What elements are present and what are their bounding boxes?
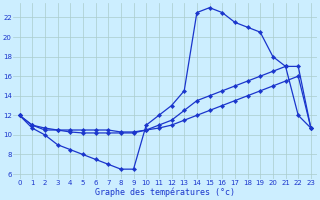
X-axis label: Graphe des températures (°c): Graphe des températures (°c) — [95, 188, 235, 197]
